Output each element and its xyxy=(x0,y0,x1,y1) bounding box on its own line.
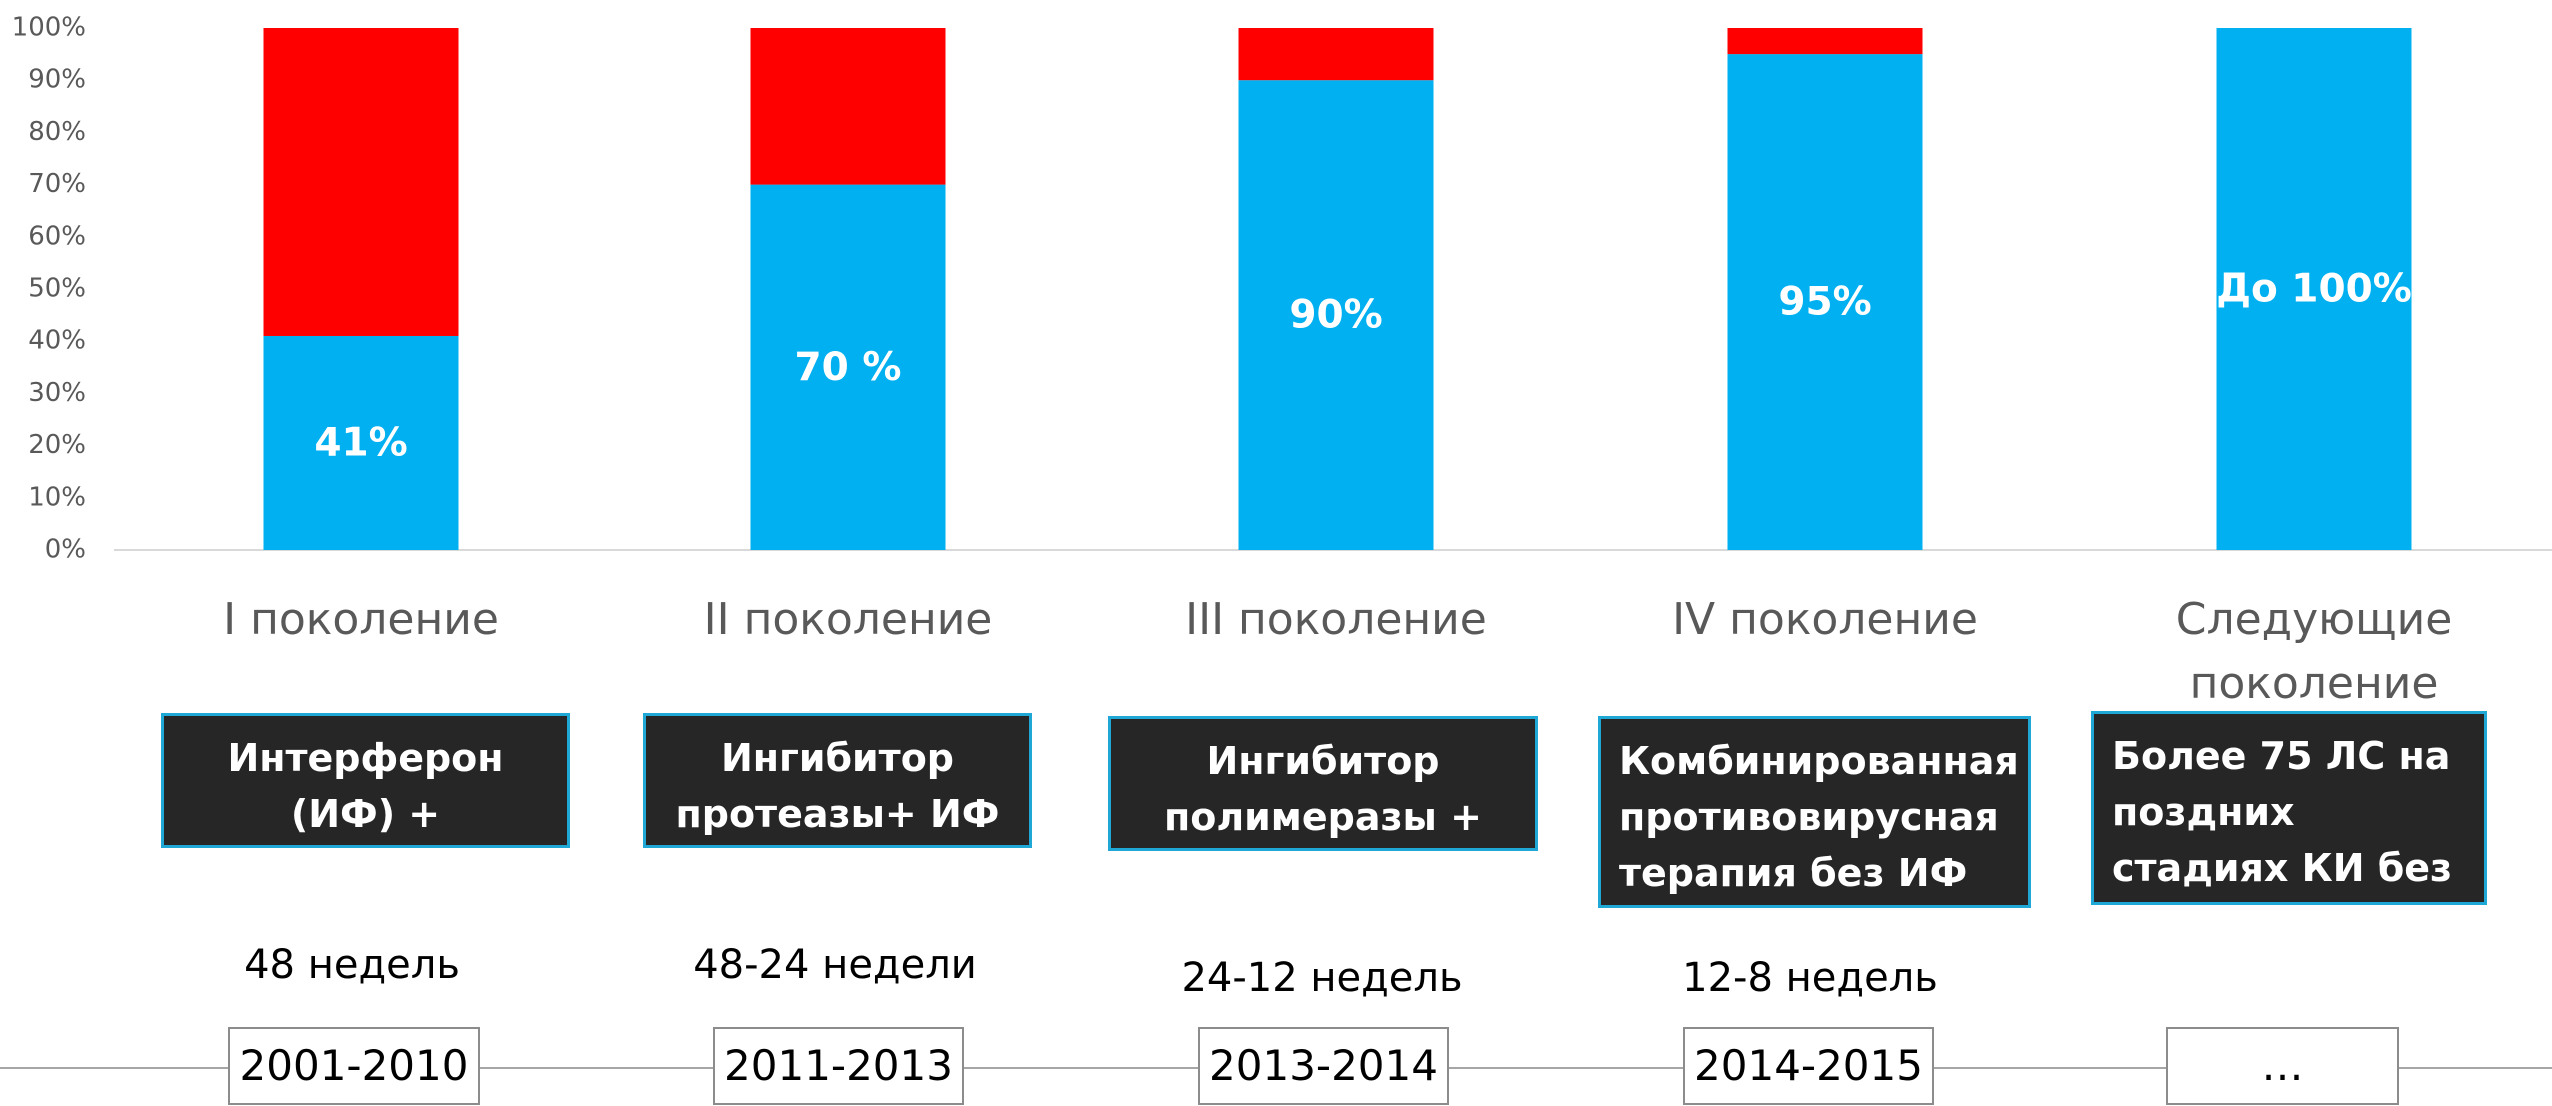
data-label: До 100% xyxy=(2216,267,2412,312)
category-label: III поколение xyxy=(1185,594,1487,645)
bar-segment xyxy=(750,184,946,550)
period-box: 2011-2013 xyxy=(713,1027,964,1105)
y-tick-label: 40% xyxy=(28,326,86,356)
duration: 48 недель xyxy=(244,942,460,988)
bar-segment xyxy=(263,28,459,336)
generation-box: Интерферон (ИФ) + рибовирин xyxy=(161,713,570,892)
bar-segment xyxy=(1727,54,1923,550)
period-box: … xyxy=(2166,1027,2399,1105)
bar-segment xyxy=(263,335,459,550)
y-tick-label: 90% xyxy=(28,65,86,95)
y-tick-label: 20% xyxy=(28,430,86,460)
generation-box: Ингибитор полимеразы + ИФ xyxy=(1108,716,1538,895)
period-box: 2014-2015 xyxy=(1683,1027,1934,1105)
bar-segment xyxy=(1727,28,1923,55)
category-label: II поколение xyxy=(703,594,993,645)
y-tick-label: 60% xyxy=(28,221,86,251)
period-box: 2001-2010 xyxy=(228,1027,480,1105)
generation-box: Ингибитор протеазы+ ИФ xyxy=(643,713,1032,848)
data-label: 41% xyxy=(314,420,407,465)
generation-box: Более 75 ЛС на поздних стадиях КИ без ИФ xyxy=(2091,711,2487,946)
category-label: Следующие поколение xyxy=(2175,594,2453,709)
category-label: IV поколение xyxy=(1672,594,1978,645)
y-tick-label: 80% xyxy=(28,117,86,147)
y-tick-label: 100% xyxy=(12,13,86,43)
duration: 24-12 недель xyxy=(1181,955,1463,1001)
y-tick-label: 50% xyxy=(28,274,86,304)
duration: 12-8 недель xyxy=(1682,955,1938,1001)
data-label: 90% xyxy=(1289,293,1382,338)
bar-segment xyxy=(1238,80,1434,550)
generation-box: Комбинированная противовирусная терапия … xyxy=(1598,716,2031,908)
category-label: I поколение xyxy=(223,594,499,645)
data-label: 95% xyxy=(1778,280,1871,325)
data-label: 70 % xyxy=(795,345,902,390)
y-tick-label: 10% xyxy=(28,482,86,512)
bar-segment xyxy=(2216,28,2412,550)
y-tick-label: 30% xyxy=(28,378,86,408)
y-tick-label: 70% xyxy=(28,169,86,199)
period-box: 2013-2014 xyxy=(1198,1027,1449,1105)
duration: 48-24 недели xyxy=(693,942,977,988)
y-tick-label: 0% xyxy=(45,535,86,565)
bar-segment xyxy=(750,28,946,185)
bar-segment xyxy=(1238,28,1434,81)
